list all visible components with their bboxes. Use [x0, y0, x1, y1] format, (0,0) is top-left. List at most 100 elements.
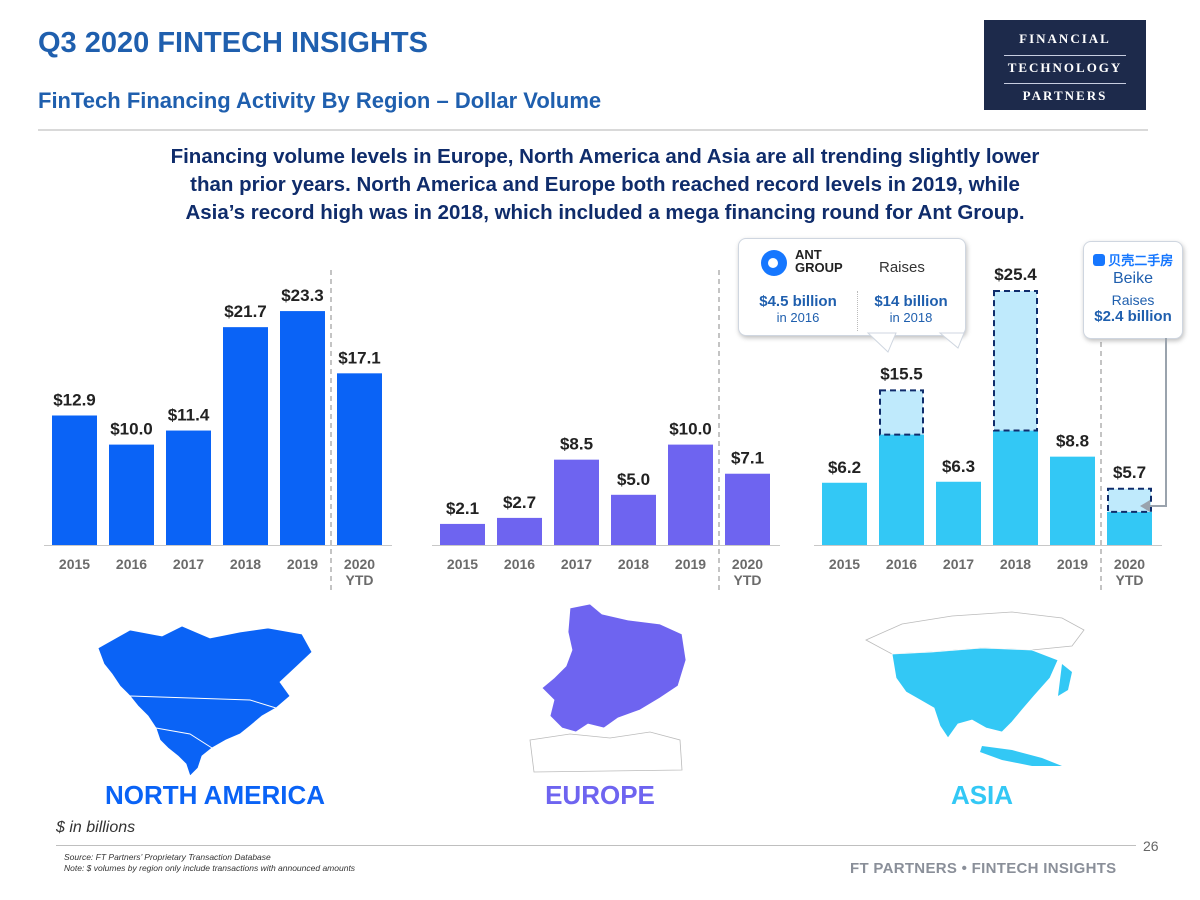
eu-category-sublabel: YTD	[734, 572, 762, 588]
asia-map	[865, 611, 1085, 766]
asia-category-label: 2017	[943, 556, 974, 572]
russia-shape	[865, 611, 1085, 655]
ant-date-2018: in 2018	[889, 310, 933, 325]
europe-shape	[541, 603, 687, 733]
asia-shape	[891, 647, 1059, 739]
asia-bar-value-label: $6.2	[828, 458, 861, 477]
volume-note: Note: $ volumes by region only include t…	[64, 863, 356, 873]
asia-bar-value-label: $15.5	[880, 364, 923, 383]
na-bar	[223, 327, 268, 545]
na-category-label: 2016	[116, 556, 147, 572]
ant-date-2016: in 2016	[776, 310, 820, 325]
asia-bar-highlight	[993, 290, 1038, 432]
north-america-map	[97, 625, 313, 777]
ant-logo-icon	[761, 250, 787, 276]
ant-logo-line-2: GROUP	[795, 260, 843, 275]
logo-divider-1	[1004, 55, 1126, 56]
eu-bar	[497, 517, 542, 545]
na-bar-value-label: $23.3	[281, 286, 324, 305]
beike-arrow-head	[1140, 500, 1150, 512]
na-bar	[337, 373, 382, 545]
beike-raises-label: Raises	[1111, 292, 1155, 308]
asia-bar	[936, 481, 981, 545]
asia-category-label: 2016	[886, 556, 917, 572]
asia-bar-value-label: $8.8	[1056, 432, 1089, 451]
eu-bar	[668, 444, 713, 545]
intro-line-3: Asia’s record high was in 2018, which in…	[185, 201, 1025, 224]
na-bar	[280, 311, 325, 545]
asia-bar	[879, 434, 924, 545]
na-bar	[52, 415, 97, 545]
na-bar-value-label: $21.7	[224, 302, 267, 321]
na-bar	[166, 430, 211, 545]
ant-amount-2016: $4.5 billion	[759, 293, 837, 310]
beike-logo: 贝壳二手房	[1084, 250, 1182, 269]
na-bar-value-label: $17.1	[338, 348, 381, 367]
beike-brand-cn: 贝壳二手房	[1108, 253, 1174, 268]
europe-map	[529, 603, 687, 773]
beike-amount: $2.4 billion	[1094, 308, 1172, 325]
eu-category-label: 2015	[447, 556, 478, 572]
asia-bar	[822, 482, 867, 545]
footer-divider	[56, 845, 1136, 846]
beike-name: Beike	[1112, 270, 1154, 287]
logo-line-1: FINANCIAL	[1019, 31, 1111, 46]
eu-bar-value-label: $8.5	[560, 435, 593, 454]
north-america-chart: $12.9 2015 $10.0 2016 $11.4 2017 $21.7 2018 $23.…	[44, 270, 392, 590]
japan-shape	[1058, 664, 1072, 696]
eu-category-label: 2016	[504, 556, 535, 572]
ft-partners-logo: FINANCIAL TECHNOLOGY PARTNERS	[984, 20, 1146, 110]
north-africa-shape	[529, 731, 683, 773]
ant-round-2016: $4.5 billion in 2016	[739, 293, 857, 325]
ant-callout-pointer-2018	[938, 332, 965, 349]
beike-logo-icon	[1092, 254, 1105, 266]
eu-bar-value-label: $7.1	[731, 449, 764, 468]
asia-bar-highlight	[879, 389, 924, 436]
asia-chart: $6.2 2015 $15.5 2016 $6.3 2017 $25.4 2018 $8.8 20…	[814, 265, 1162, 590]
asia-bar-value-label: $5.7	[1113, 463, 1146, 482]
ant-callout-divider	[857, 291, 859, 331]
asia-category-label: 2015	[829, 556, 860, 572]
indonesia-shape	[980, 746, 1062, 766]
asia-bar-value-label: $6.3	[942, 457, 975, 476]
intro-line-1: Financing volume levels in Europe, North…	[170, 145, 1040, 168]
ant-raises-label: Raises	[879, 259, 925, 276]
logo-divider-2	[1004, 83, 1126, 84]
intro-text: Financing volume levels in Europe, North…	[110, 143, 1100, 227]
ant-logo-line-1: ANT	[795, 247, 822, 262]
asia-category-label: 2020	[1114, 556, 1145, 572]
ant-callout-pointer	[866, 332, 897, 353]
canada-border	[129, 695, 277, 709]
eu-category-label: 2020	[732, 556, 763, 572]
beike-callout: 贝壳二手房 Beike Raises $2.4 billion	[1083, 241, 1183, 339]
page-number: 26	[1143, 838, 1159, 854]
europe-label: EUROPE	[545, 780, 655, 810]
eu-bar-value-label: $2.7	[503, 493, 536, 512]
asia-label: ASIA	[950, 780, 1014, 810]
asia-bar	[1107, 511, 1152, 545]
na-bar-value-label: $10.0	[110, 420, 153, 439]
source-note: Source: FT Partners’ Proprietary Transac…	[64, 852, 271, 862]
asia-category-sublabel: YTD	[1116, 572, 1144, 588]
asia-bar-value-label: $25.4	[994, 265, 1037, 284]
na-category-label: 2018	[230, 556, 261, 572]
page-title: Q3 2020 FINTECH INSIGHTS	[38, 27, 428, 59]
asia-category-label: 2019	[1057, 556, 1088, 572]
eu-bar	[725, 473, 770, 545]
na-category-label: 2019	[287, 556, 318, 572]
eu-bar	[611, 494, 656, 545]
asia-bar	[993, 430, 1038, 545]
na-category-label: 2020	[344, 556, 375, 572]
na-category-sublabel: YTD	[346, 572, 374, 588]
na-bar-value-label: $12.9	[53, 390, 96, 409]
eu-bar-value-label: $2.1	[446, 499, 479, 518]
ant-logo-text: ANT GROUP	[795, 248, 843, 274]
page-subtitle: FinTech Financing Activity By Region – D…	[38, 88, 602, 113]
logo-line-3: PARTNERS	[1022, 88, 1108, 103]
eu-category-label: 2019	[675, 556, 706, 572]
na-category-label: 2017	[173, 556, 204, 572]
eu-category-label: 2017	[561, 556, 592, 572]
eu-bar-value-label: $10.0	[669, 420, 712, 439]
na-category-label: 2015	[59, 556, 90, 572]
